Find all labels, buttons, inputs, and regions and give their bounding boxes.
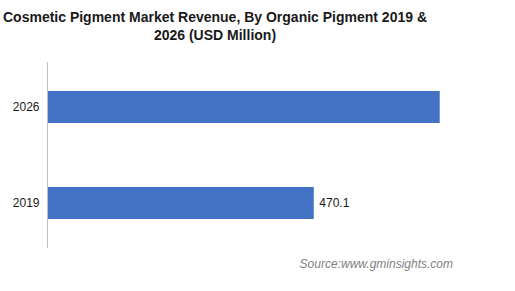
svg-text:2026: 2026 [13, 100, 40, 114]
html-text:Cosmetic Pigment Market Revenu: Cosmetic Pigment Market Revenue, By Orga… [3, 9, 427, 43]
html-text:Source:www.gminsights.com: Source:www.gminsights.com [299, 257, 453, 271]
svg-text:2019: 2019 [13, 196, 40, 210]
svg-text:470.1: 470.1 [319, 196, 349, 210]
